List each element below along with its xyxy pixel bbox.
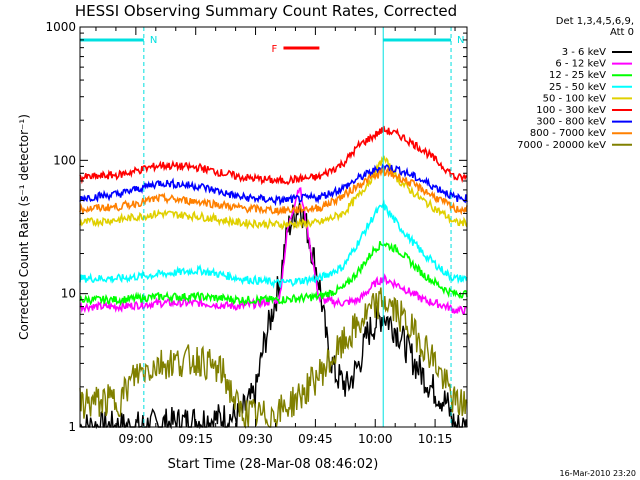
- series-line-4: [79, 199, 468, 289]
- footer-date: 16-Mar-2010 23:20: [560, 469, 637, 478]
- x-tick-label-5: 10:00: [358, 432, 393, 446]
- x-tick-label-2: 09:15: [178, 432, 213, 446]
- y-tick-label-4: 1000: [45, 20, 76, 34]
- series-line-7: [79, 163, 468, 207]
- legend-header-1: Det 1,3,4,5,6,9,: [556, 16, 634, 27]
- annotation-label-2: N: [457, 35, 464, 46]
- y-tick-label-2: 10: [61, 287, 76, 301]
- x-axis-label: Start Time (28-Mar-08 08:46:02): [168, 457, 379, 472]
- legend-header-2: Att 0: [610, 27, 634, 38]
- x-tick-label-1: 09:00: [119, 432, 154, 446]
- legend-label-5: 50 - 100 keV: [543, 93, 607, 104]
- legend-label-4: 25 - 50 keV: [549, 82, 606, 93]
- legend-label-3: 12 - 25 keV: [549, 70, 606, 81]
- x-tick-label-3: 09:30: [238, 432, 273, 446]
- y-tick-label-1: 1: [68, 420, 76, 434]
- annotation-label-1: N: [150, 35, 157, 46]
- y-axis-label: Corrected Count Rate (s⁻¹ detector⁻¹): [17, 114, 31, 340]
- series-layer: [79, 125, 468, 430]
- annotation-label-3: F: [271, 44, 277, 55]
- x-tick-label-6: 10:15: [418, 432, 453, 446]
- y-tick-label-3: 100: [53, 153, 76, 167]
- series-line-5: [79, 155, 468, 231]
- legend-label-1: 3 - 6 keV: [562, 47, 606, 58]
- x-tick-label-4: 09:45: [298, 432, 333, 446]
- series-line-6: [79, 125, 468, 186]
- legend-label-8: 800 - 7000 keV: [530, 128, 606, 139]
- axes-layer: 1 10 100 1000 09:00 09:15 09:30 09:45 10:00 10:15: [45, 20, 467, 446]
- series-line-9: [79, 287, 468, 429]
- chart-title: HESSI Observing Summary Count Rates, Cor…: [75, 2, 457, 20]
- legend-label-9: 7000 - 20000 keV: [517, 140, 606, 151]
- legend-label-7: 300 - 800 keV: [536, 117, 606, 128]
- series-line-8: [79, 166, 468, 216]
- legend-label-6: 100 - 300 keV: [536, 105, 606, 116]
- legend-label-2: 6 - 12 keV: [555, 59, 606, 70]
- annotation-layer: N NF: [80, 27, 465, 427]
- plot-frame: [79, 26, 468, 428]
- series-line-3: [79, 240, 468, 307]
